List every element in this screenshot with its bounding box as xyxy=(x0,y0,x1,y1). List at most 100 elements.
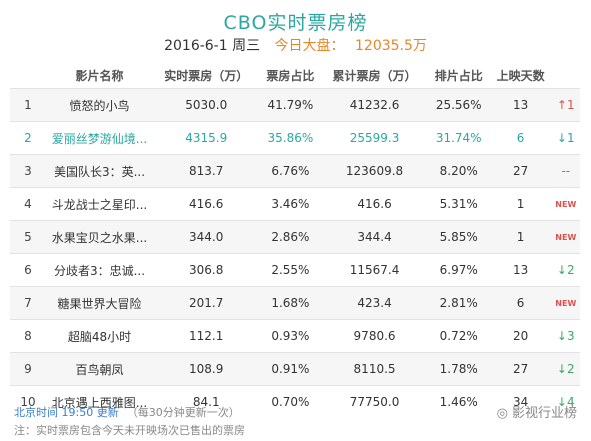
table-row[interactable]: 4 斗龙战士之星印... 416.6 3.46% 416.6 5.31% 1 NEW xyxy=(10,187,580,221)
realtime-cell: 5030.0 xyxy=(153,88,260,122)
share-cell: 2.86% xyxy=(259,220,322,254)
trend-cell: NEW xyxy=(551,286,580,320)
share-cell: 35.86% xyxy=(259,121,322,155)
realtime-cell: 813.7 xyxy=(153,154,260,188)
cumulative-cell: 344.4 xyxy=(321,220,428,254)
rank-cell: 4 xyxy=(10,187,46,221)
realtime-cell: 344.0 xyxy=(153,220,260,254)
schedule-cell: 2.81% xyxy=(427,286,490,320)
box-office-table: 影片名称 实时票房（万） 票房占比 累计票房（万） 排片占比 上映天数 1 愤怒的… xyxy=(10,62,580,418)
table-row[interactable]: 8 超脑48小时 112.1 0.93% 9780.6 0.72% 20 ↓3 xyxy=(10,319,580,353)
total-label: 今日大盘： xyxy=(274,38,345,54)
name-cell: 水果宝贝之水果... xyxy=(46,220,153,254)
rank-cell: 3 xyxy=(10,154,46,188)
page-title: CBO实时票房榜 xyxy=(223,12,368,34)
subtitle: 2016-6-1 周三 今日大盘： 12035.5万 xyxy=(0,35,591,55)
table-row[interactable]: 7 糖果世界大冒险 201.7 1.68% 423.4 2.81% 6 NEW xyxy=(10,286,580,320)
trend-cell: ↑1 xyxy=(551,88,580,122)
table-row[interactable]: 3 美国队长3：英... 813.7 6.76% 123609.8 8.20% 27 -- xyxy=(10,154,580,188)
share-cell: 0.70% xyxy=(259,385,322,418)
watermark-text: 影视行业榜 xyxy=(511,406,577,421)
realtime-cell: 306.8 xyxy=(153,253,260,287)
realtime-cell: 84.1 xyxy=(153,385,260,418)
rank-cell: 1 xyxy=(10,88,46,122)
rank-header xyxy=(10,62,46,89)
realtime-cell: 201.7 xyxy=(153,286,260,320)
col-header-days: 上映天数 xyxy=(496,68,545,83)
days-cell: 6 xyxy=(489,121,552,155)
cumulative-cell: 25599.3 xyxy=(321,121,428,155)
col-header-share: 票房占比 xyxy=(266,68,315,83)
wechat-icon: ◎ xyxy=(496,406,508,421)
trend-cell: ↓2 xyxy=(551,253,580,287)
name-cell: 百鸟朝凤 xyxy=(46,352,153,386)
days-cell: 27 xyxy=(489,352,552,386)
schedule-cell: 6.97% xyxy=(427,253,490,287)
share-cell: 1.68% xyxy=(259,286,322,320)
name-cell: 愤怒的小鸟 xyxy=(46,88,153,122)
name-cell: 分歧者3：忠诚... xyxy=(46,253,153,287)
trend-cell: NEW xyxy=(551,187,580,221)
footnote: 注：实时票房包含今天未开映场次已售出的票房 xyxy=(14,424,245,437)
trend-cell: ↓3 xyxy=(551,319,580,353)
col-header-name: 影片名称 xyxy=(75,68,124,83)
days-cell: 1 xyxy=(489,220,552,254)
days-cell: 20 xyxy=(489,319,552,353)
share-cell: 41.79% xyxy=(259,88,322,122)
name-cell: 斗龙战士之星印... xyxy=(46,187,153,221)
share-cell: 0.91% xyxy=(259,352,322,386)
name-cell: 超脑48小时 xyxy=(46,319,153,353)
watermark: ◎ 影视行业榜 xyxy=(493,402,577,421)
rank-cell: 7 xyxy=(10,286,46,320)
col-header-realtime: 实时票房（万） xyxy=(164,68,249,83)
rank-cell: 6 xyxy=(10,253,46,287)
schedule-cell: 5.85% xyxy=(427,220,490,254)
realtime-cell: 112.1 xyxy=(153,319,260,353)
name-cell: 糖果世界大冒险 xyxy=(46,286,153,320)
update-info: 北京时间 19:50 更新 （每30分钟更新一次） xyxy=(14,404,240,420)
cumulative-cell: 123609.8 xyxy=(321,154,428,188)
share-cell: 3.46% xyxy=(259,187,322,221)
rank-cell: 2 xyxy=(10,121,46,155)
table-row[interactable]: 6 分歧者3：忠诚... 306.8 2.55% 11567.4 6.97% 13 ↓2 xyxy=(10,253,580,287)
share-cell: 0.93% xyxy=(259,319,322,353)
date-label: 2016-6-1 周三 xyxy=(164,38,261,54)
realtime-cell: 416.6 xyxy=(153,187,260,221)
total-value: 12035.5万 xyxy=(355,38,427,54)
col-header-cumulative: 累计票房（万） xyxy=(332,68,417,83)
rank-cell: 8 xyxy=(10,319,46,353)
trend-cell: ↓2 xyxy=(551,352,580,386)
trend-header xyxy=(552,62,580,89)
name-cell: 爱丽丝梦游仙境... xyxy=(46,121,153,155)
trend-cell: NEW xyxy=(551,220,580,254)
schedule-cell: 31.74% xyxy=(427,121,490,155)
rank-cell: 10 xyxy=(10,385,46,418)
schedule-cell: 0.72% xyxy=(427,319,490,353)
cumulative-cell: 8110.5 xyxy=(321,352,428,386)
cumulative-cell: 77750.0 xyxy=(321,385,428,418)
days-cell: 6 xyxy=(489,286,552,320)
share-cell: 2.55% xyxy=(259,253,322,287)
schedule-cell: 5.31% xyxy=(427,187,490,221)
days-cell: 13 xyxy=(489,88,552,122)
days-cell: 34 xyxy=(489,385,552,418)
schedule-cell: 1.78% xyxy=(427,352,490,386)
col-header-schedule: 排片占比 xyxy=(434,68,483,83)
realtime-cell: 108.9 xyxy=(153,352,260,386)
schedule-cell: 1.46% xyxy=(427,385,490,418)
table-row[interactable]: 1 愤怒的小鸟 5030.0 41.79% 41232.6 25.56% 13 ↑1 xyxy=(10,88,580,122)
table-row[interactable]: 9 百鸟朝凤 108.9 0.91% 8110.5 1.78% 27 ↓2 xyxy=(10,352,580,386)
table-row[interactable]: 10 北京遇上西雅图... 84.1 0.70% 77750.0 1.46% 34 ↓4 xyxy=(10,385,580,418)
cumulative-cell: 11567.4 xyxy=(321,253,428,287)
trend-cell: -- xyxy=(551,154,580,188)
rank-cell: 9 xyxy=(10,352,46,386)
table-row[interactable]: 5 水果宝贝之水果... 344.0 2.86% 344.4 5.85% 1 NEW xyxy=(10,220,580,254)
rank-cell: 5 xyxy=(10,220,46,254)
cumulative-cell: 416.6 xyxy=(321,187,428,221)
days-cell: 27 xyxy=(489,154,552,188)
name-cell: 美国队长3：英... xyxy=(46,154,153,188)
schedule-cell: 8.20% xyxy=(427,154,490,188)
cumulative-cell: 423.4 xyxy=(321,286,428,320)
table-row[interactable]: 2 爱丽丝梦游仙境... 4315.9 35.86% 25599.3 31.74% 6 ↓1 xyxy=(10,121,580,155)
days-cell: 13 xyxy=(489,253,552,287)
